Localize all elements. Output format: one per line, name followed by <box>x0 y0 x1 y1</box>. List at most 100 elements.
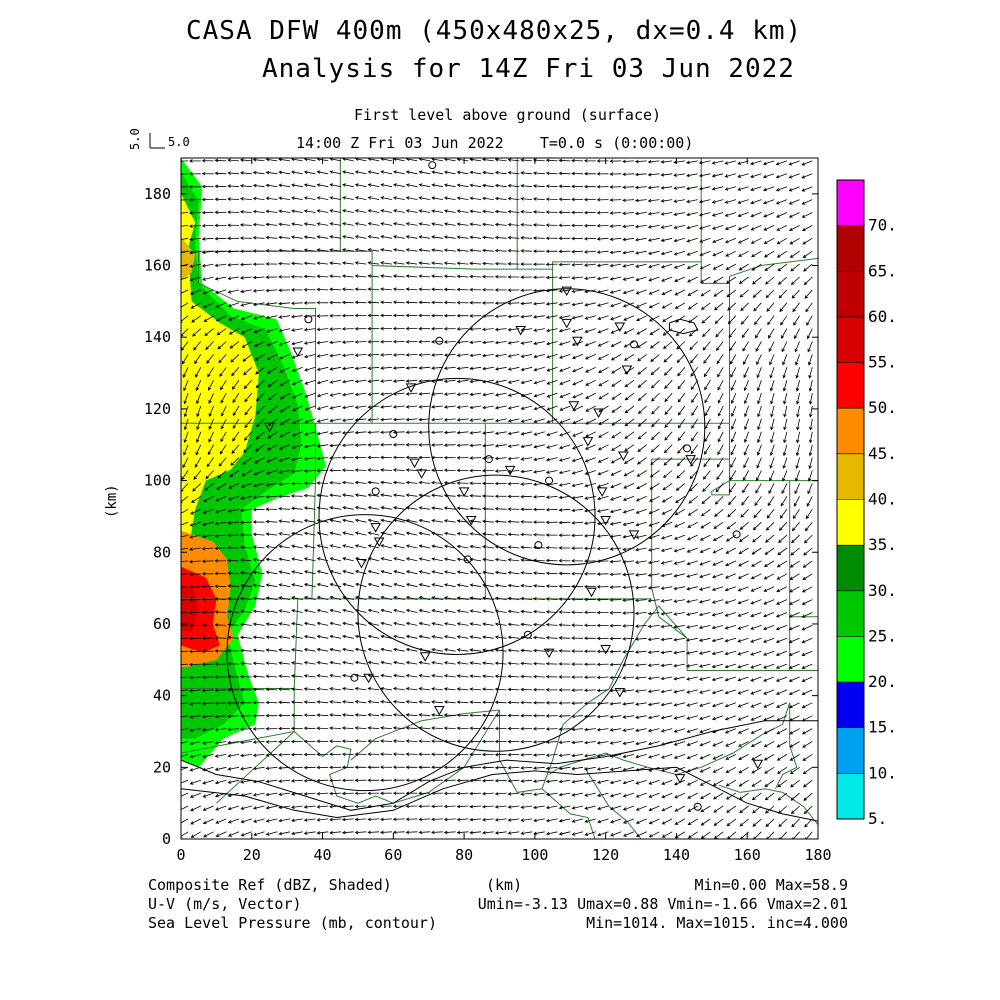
wind-vector <box>676 457 686 467</box>
wind-vector <box>380 739 392 743</box>
wind-vector <box>763 637 775 643</box>
wind-vector <box>252 609 265 614</box>
wind-vector <box>776 754 788 761</box>
wind-vector <box>214 158 227 163</box>
wind-vector <box>494 739 507 744</box>
wind-vector <box>673 625 685 629</box>
wind-vector <box>532 288 545 293</box>
wind-vector <box>494 366 507 371</box>
wind-vector <box>520 158 533 162</box>
wind-vector <box>532 495 545 499</box>
county-line-17 <box>293 709 500 804</box>
wind-vector <box>482 170 494 175</box>
wind-vector <box>545 714 558 718</box>
wind-vector <box>596 766 609 771</box>
wind-vector <box>418 222 431 226</box>
wind-vector <box>329 660 342 665</box>
wind-vector <box>664 431 673 441</box>
wind-vector <box>532 184 545 188</box>
wind-vector <box>431 817 443 822</box>
wind-vector <box>532 687 545 692</box>
wind-vector <box>329 235 342 239</box>
wind-vector <box>795 444 800 457</box>
wind-vector <box>354 300 367 305</box>
wind-vector <box>380 183 392 188</box>
wind-vector <box>431 713 443 717</box>
wind-vector <box>702 341 711 351</box>
wind-vector <box>635 702 647 706</box>
wind-vector <box>533 315 545 319</box>
wind-vector <box>367 595 380 600</box>
wind-vector <box>482 557 494 562</box>
wind-vector <box>610 315 622 321</box>
wind-vector <box>583 597 596 602</box>
wind-vector <box>778 289 788 299</box>
wind-vector <box>418 493 431 498</box>
wind-vector <box>291 583 303 588</box>
wind-vector <box>609 675 622 680</box>
wind-vector <box>494 583 507 588</box>
county-line-14 <box>181 598 299 689</box>
wind-vector <box>637 431 647 440</box>
wind-vector <box>291 818 303 823</box>
wind-vector <box>405 235 418 239</box>
wind-vector <box>494 661 507 666</box>
wind-vector <box>481 301 494 305</box>
wind-vector <box>583 727 596 732</box>
wind-vector <box>777 792 788 801</box>
wind-vector <box>265 609 278 613</box>
wind-vector <box>698 650 711 655</box>
wind-vector <box>316 261 329 265</box>
wind-vector <box>750 715 762 721</box>
wind-vector <box>744 392 749 405</box>
wind-vector <box>201 597 214 602</box>
wind-vector <box>585 405 596 412</box>
wind-vector <box>206 457 214 468</box>
wind-vector <box>752 276 762 285</box>
wind-vector <box>690 354 699 364</box>
wind-vector <box>737 715 749 721</box>
wind-vector <box>649 341 660 349</box>
station-triangle-marker <box>458 487 470 497</box>
wind-vector <box>802 573 813 581</box>
wind-vector <box>201 636 214 640</box>
wind-vector <box>290 469 303 474</box>
wind-vector <box>712 766 724 773</box>
wind-vector <box>740 315 749 325</box>
colorbar-swatch <box>837 271 864 317</box>
wind-vector <box>341 804 354 809</box>
wind-vector <box>788 625 800 631</box>
wind-vector <box>182 367 189 378</box>
wind-vector <box>291 418 303 424</box>
station-triangle-marker <box>568 401 580 411</box>
wind-vector <box>189 559 201 564</box>
wind-vector <box>354 621 367 626</box>
wind-vector <box>354 778 367 783</box>
wind-vector <box>456 418 469 422</box>
wind-vector <box>456 183 469 188</box>
wind-vector <box>597 495 609 501</box>
wind-vector <box>664 418 673 428</box>
wind-vector <box>583 636 596 641</box>
wind-vector <box>214 779 227 785</box>
wind-vector <box>208 392 214 404</box>
wind-vector <box>533 818 545 823</box>
wind-vector <box>341 493 354 497</box>
wind-vector <box>677 418 686 429</box>
wind-vector <box>181 818 189 825</box>
wind-vector <box>342 569 354 575</box>
wind-vector <box>596 585 609 589</box>
wind-vector <box>610 457 622 464</box>
wind-vector <box>278 315 291 319</box>
wind-vector <box>777 779 788 788</box>
wind-vector <box>443 366 456 370</box>
wind-vector <box>532 740 545 744</box>
wind-vector <box>743 354 749 365</box>
wind-vector <box>469 661 482 665</box>
wind-vector <box>584 792 596 797</box>
wind-vector <box>584 818 596 823</box>
wind-vector <box>456 544 469 549</box>
wind-vector <box>279 405 291 413</box>
wind-vector <box>790 805 800 815</box>
wind-vector <box>778 521 788 531</box>
